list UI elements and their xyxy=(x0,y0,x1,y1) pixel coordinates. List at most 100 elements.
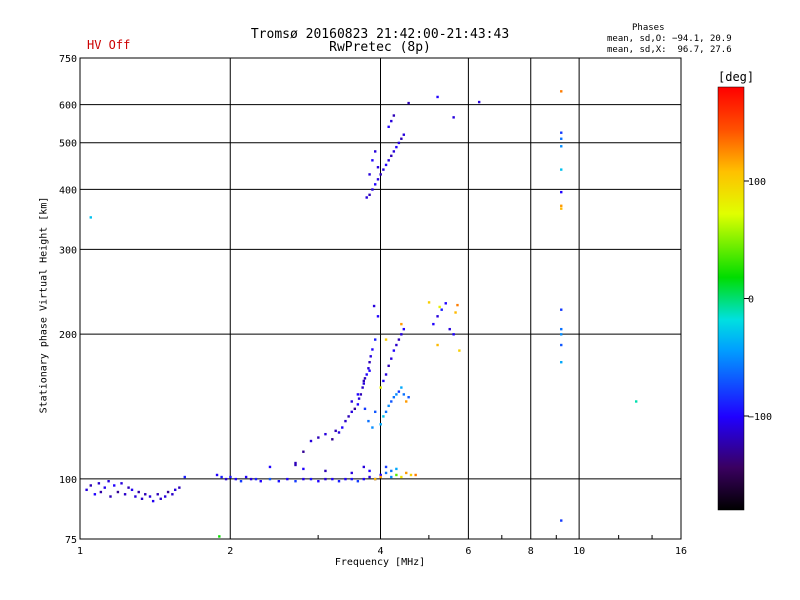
echo-point xyxy=(183,475,186,479)
echo-point xyxy=(444,302,447,305)
echo-point xyxy=(350,471,353,475)
echo-point xyxy=(390,154,393,158)
echo-point xyxy=(400,137,403,140)
echo-point xyxy=(127,486,130,489)
echo-point xyxy=(387,159,390,162)
echo-point xyxy=(294,463,297,467)
echo-point xyxy=(376,178,380,181)
echo-point xyxy=(387,125,390,129)
echo-point xyxy=(368,475,371,479)
echo-point xyxy=(309,439,313,443)
echo-point xyxy=(409,473,413,477)
echo-point xyxy=(97,482,101,485)
echo-point xyxy=(374,183,377,186)
echo-point xyxy=(371,348,374,351)
echo-point xyxy=(384,471,388,475)
echo-point xyxy=(259,480,262,483)
echo-point xyxy=(151,499,155,503)
echo-point xyxy=(368,173,371,176)
echo-point xyxy=(397,141,401,145)
echo-point xyxy=(130,488,134,492)
echo-point xyxy=(374,150,377,153)
echo-point xyxy=(402,133,406,136)
colorbar xyxy=(717,86,745,511)
x-tick-label: 6 xyxy=(465,546,471,557)
echo-point xyxy=(116,490,120,494)
echo-point xyxy=(120,482,123,485)
colorbar-tick-label: −100 xyxy=(748,412,772,423)
echo-point xyxy=(454,311,457,314)
echo-point xyxy=(368,193,371,197)
x-tick-label: 10 xyxy=(573,546,585,557)
echo-point xyxy=(350,400,353,403)
echo-point xyxy=(99,490,103,494)
echo-point xyxy=(356,403,360,406)
echo-point xyxy=(356,480,360,483)
echo-point xyxy=(560,137,563,140)
echo-point xyxy=(392,150,396,153)
echo-point xyxy=(560,308,563,311)
echo-point xyxy=(249,477,253,481)
echo-point xyxy=(395,343,398,347)
echo-point xyxy=(390,475,393,479)
echo-point xyxy=(384,163,388,167)
echo-point xyxy=(379,173,382,176)
echo-point xyxy=(392,349,396,352)
echo-point xyxy=(359,393,363,396)
x-tick-label: 8 xyxy=(528,546,534,557)
echo-point xyxy=(286,477,289,481)
echo-point xyxy=(456,303,459,307)
echo-point xyxy=(374,338,377,341)
echo-point xyxy=(407,396,410,399)
echo-point xyxy=(347,415,350,418)
echo-point xyxy=(367,419,370,423)
echo-point xyxy=(324,477,327,481)
echo-point xyxy=(144,493,147,496)
echo-point xyxy=(387,364,390,368)
x-axis-label: Frequency [MHz] xyxy=(334,557,426,568)
echo-point xyxy=(268,465,272,469)
echo-point xyxy=(400,475,403,479)
echo-point xyxy=(405,471,408,475)
echo-point xyxy=(405,400,408,403)
echo-point xyxy=(268,477,272,481)
echo-point xyxy=(560,145,563,148)
echo-point xyxy=(397,390,401,393)
x-tick-label: 4 xyxy=(377,546,383,557)
echo-point xyxy=(361,386,364,389)
echo-point xyxy=(427,301,431,304)
chart-subtitle: RwPretec (8p) xyxy=(329,40,431,55)
echo-point xyxy=(384,373,388,376)
echo-point xyxy=(384,410,388,414)
echo-point xyxy=(331,477,334,481)
echo-point xyxy=(402,327,406,331)
echo-point xyxy=(163,495,167,498)
echo-point xyxy=(379,473,382,477)
echo-point xyxy=(254,477,258,481)
echo-point xyxy=(368,369,371,372)
echo-point xyxy=(324,432,327,436)
echo-point xyxy=(560,190,563,194)
echo-point xyxy=(353,407,357,411)
echo-point xyxy=(560,327,563,331)
echo-point xyxy=(458,349,461,352)
echo-point xyxy=(341,426,344,429)
echo-point xyxy=(103,486,106,489)
echo-points xyxy=(85,90,638,538)
echo-point xyxy=(134,495,137,498)
echo-point xyxy=(344,419,347,423)
echo-point xyxy=(379,423,382,426)
echo-point xyxy=(392,114,396,117)
echo-point xyxy=(140,497,144,501)
echo-point xyxy=(395,467,398,471)
y-tick-label: 600 xyxy=(59,101,77,112)
echo-point xyxy=(452,333,455,336)
echo-point xyxy=(159,497,162,501)
echo-point xyxy=(302,467,305,471)
y-tick-label: 200 xyxy=(59,330,77,341)
echo-point xyxy=(294,480,297,483)
echo-point xyxy=(89,216,92,219)
echo-point xyxy=(367,367,370,370)
echo-point xyxy=(173,488,177,492)
